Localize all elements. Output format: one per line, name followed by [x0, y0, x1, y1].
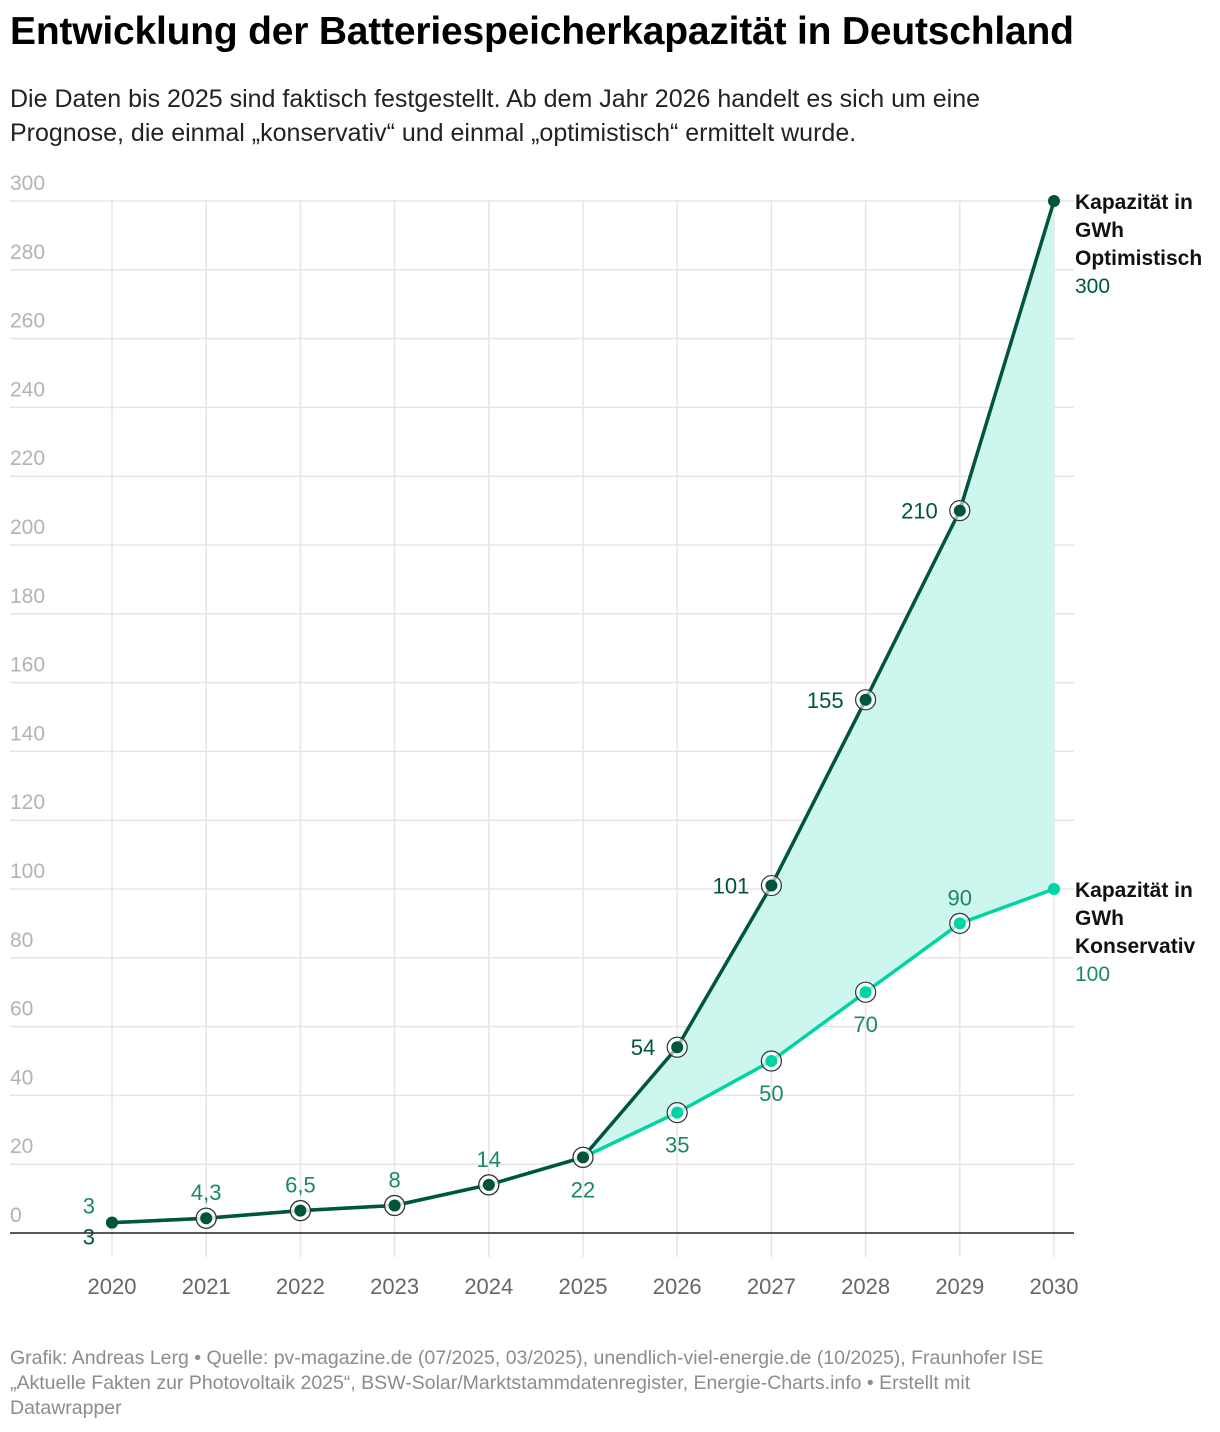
y-tick-label: 160: [10, 654, 45, 677]
point-konservativ-2030: [1048, 883, 1060, 895]
y-tick-label: 100: [10, 860, 45, 883]
x-tick-label: 2022: [276, 1274, 325, 1299]
range-area: [583, 201, 1054, 1158]
y-tick-label: 280: [10, 241, 45, 264]
y-tick-label: 60: [10, 998, 33, 1021]
point-konservativ-2028: [859, 986, 872, 999]
y-tick-label: 40: [10, 1066, 33, 1089]
x-tick-label: 2026: [653, 1274, 702, 1299]
y-tick-label: 300: [10, 172, 45, 195]
series-name-label: GWh: [1075, 907, 1124, 930]
data-label-konservativ: 22: [571, 1177, 595, 1202]
series-name-label: Kapazität in: [1075, 879, 1193, 902]
y-tick-label: 0: [10, 1204, 22, 1227]
footer-line-1: Grafik: Andreas Lerg • Quelle: pv-magazi…: [10, 1347, 1044, 1369]
subtitle-line-1: Die Daten bis 2025 sind faktisch festges…: [10, 85, 981, 113]
footer-line-2: „Aktuelle Fakten zur Photovoltaik 2025“,…: [10, 1372, 971, 1394]
point-optimistisch-2024: [482, 1178, 495, 1191]
series-name-label: Optimistisch: [1075, 247, 1202, 270]
y-tick-label: 80: [10, 929, 33, 952]
x-tick-label: 2020: [88, 1274, 137, 1299]
series-name-label: Konservativ: [1075, 935, 1196, 958]
data-label-konservativ: 35: [665, 1133, 689, 1158]
x-tick-label: 2021: [182, 1274, 231, 1299]
series-end-value: 100: [1075, 963, 1110, 986]
data-label-konservativ: 3: [83, 1194, 95, 1219]
line-chart: 0 20 40 60 80 100 120 140 160 180 200 220 240 260 280 3…: [10, 172, 1202, 1299]
point-konservativ-2027: [765, 1055, 778, 1067]
point-konservativ-2029: [953, 917, 966, 930]
point-optimistisch-2028: [859, 693, 872, 706]
subtitle-line-2: Prognose, die einmal „konservativ“ und e…: [10, 119, 857, 147]
x-tick-label: 2028: [841, 1274, 890, 1299]
point-optimistisch-2023: [388, 1199, 401, 1212]
data-label-konservativ: 14: [477, 1147, 501, 1172]
y-tick-label: 20: [10, 1135, 33, 1158]
y-tick-label: 240: [10, 378, 45, 401]
point-optimistisch-2029: [953, 504, 966, 517]
data-label-konservativ: 50: [759, 1081, 783, 1106]
data-label-konservativ: 70: [853, 1012, 877, 1037]
y-tick-label: 120: [10, 791, 45, 814]
data-label-optimistisch: 210: [901, 499, 938, 524]
point-optimistisch-2030: [1048, 195, 1060, 207]
x-tick-label: 2030: [1030, 1274, 1079, 1299]
point-optimistisch-2022: [294, 1204, 307, 1217]
series-end-value: 300: [1075, 275, 1110, 298]
series-name-label: GWh: [1075, 219, 1124, 242]
x-tick-label: 2027: [747, 1274, 796, 1299]
footer-line-3: Datawrapper: [10, 1397, 122, 1419]
y-tick-label: 220: [10, 447, 45, 470]
x-tick-label: 2024: [464, 1274, 513, 1299]
point-optimistisch-2020: [106, 1216, 118, 1229]
x-tick-label: 2025: [559, 1274, 608, 1299]
chart-subtitle: Die Daten bis 2025 sind faktisch festges…: [10, 82, 1200, 150]
data-label-konservativ: 4,3: [191, 1180, 222, 1205]
point-optimistisch-2026: [671, 1041, 684, 1054]
data-label-optimistisch: 3: [83, 1225, 95, 1250]
point-optimistisch-2025: [577, 1151, 589, 1164]
data-label-konservativ: 8: [388, 1167, 400, 1192]
point-konservativ-2026: [671, 1106, 684, 1119]
series-name-label: Kapazität in: [1075, 191, 1193, 214]
point-optimistisch-2021: [200, 1212, 213, 1225]
chart-footer: Grafik: Andreas Lerg • Quelle: pv-magazi…: [10, 1346, 1210, 1421]
y-tick-label: 180: [10, 585, 45, 608]
x-tick-label: 2029: [935, 1274, 984, 1299]
data-label-optimistisch: 155: [807, 688, 844, 713]
chart-title: Entwicklung der Batteriespeicherkapazitä…: [10, 10, 1074, 53]
x-tick-label: 2023: [370, 1274, 419, 1299]
point-optimistisch-2027: [765, 879, 778, 892]
y-tick-label: 200: [10, 516, 45, 539]
y-tick-label: 140: [10, 722, 45, 745]
data-label-konservativ: 6,5: [285, 1173, 316, 1198]
data-label-konservativ: 90: [948, 885, 972, 910]
data-label-optimistisch: 54: [631, 1035, 655, 1060]
data-label-optimistisch: 101: [713, 874, 750, 899]
y-tick-label: 260: [10, 310, 45, 333]
